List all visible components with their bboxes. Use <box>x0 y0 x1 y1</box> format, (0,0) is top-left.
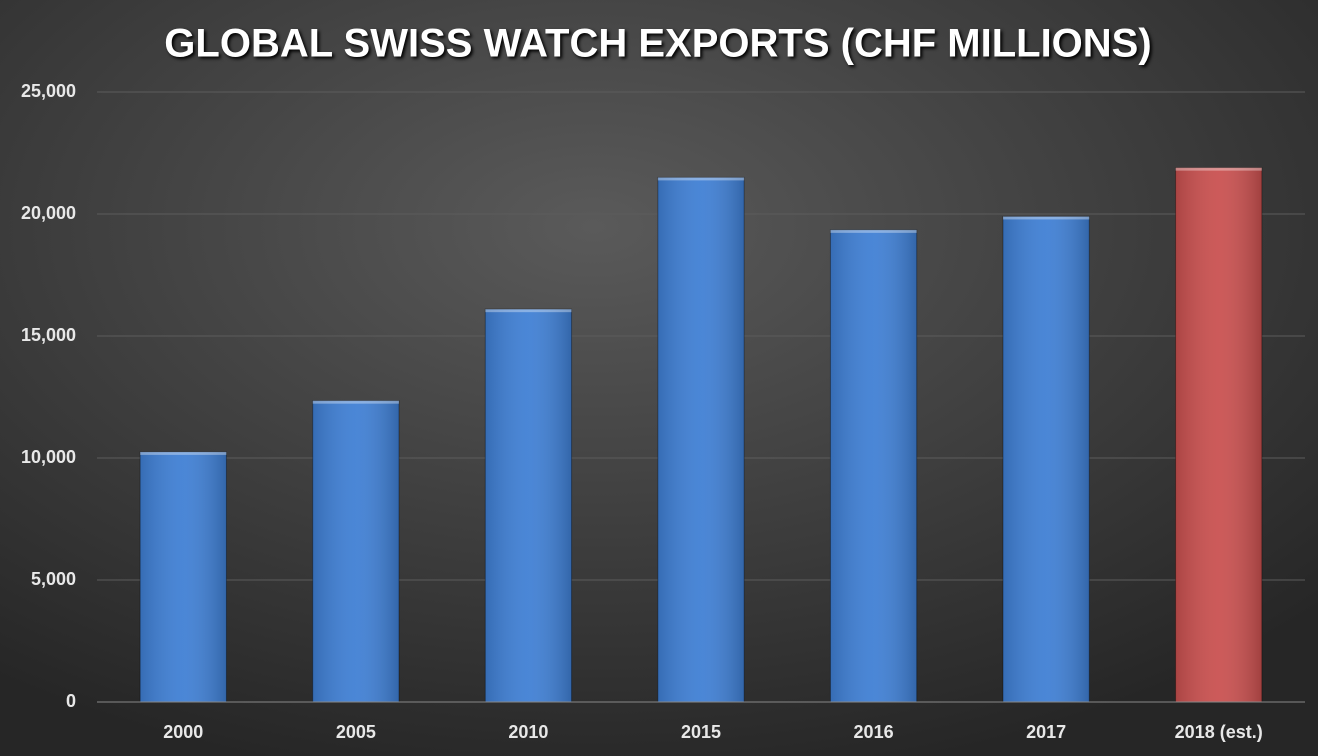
bar <box>484 308 573 703</box>
bar-highlight <box>140 451 227 455</box>
x-tick-label: 2000 <box>163 722 203 742</box>
x-tick-label: 2005 <box>336 722 376 742</box>
y-tick-label: 10,000 <box>21 447 76 467</box>
bar <box>139 451 227 703</box>
x-tick-label: 2016 <box>854 722 894 742</box>
bar <box>312 400 400 703</box>
y-tick-label: 15,000 <box>21 325 76 345</box>
chart-title: GLOBAL SWISS WATCH EXPORTS (CHF MILLIONS… <box>164 22 1151 66</box>
bar-highlight <box>485 309 572 313</box>
y-tick-label: 5,000 <box>31 569 76 589</box>
x-tick-label: 2017 <box>1026 722 1066 742</box>
bar-highlight <box>312 400 399 404</box>
bar <box>1002 215 1090 703</box>
x-tick-label: 2010 <box>508 722 548 742</box>
y-tick-label: 20,000 <box>21 203 76 223</box>
x-tick-label: 2015 <box>681 722 721 742</box>
bar-highlight <box>1003 216 1090 220</box>
y-tick-label: 25,000 <box>21 81 76 101</box>
bar-highlight <box>1175 167 1262 171</box>
y-tick-label: 0 <box>66 691 76 711</box>
bar <box>1175 167 1263 703</box>
x-tick-label: 2018 (est.) <box>1175 722 1263 742</box>
bar-highlight <box>657 177 745 181</box>
bar-highlight <box>830 229 917 233</box>
bar <box>829 229 918 703</box>
bar <box>657 176 745 703</box>
